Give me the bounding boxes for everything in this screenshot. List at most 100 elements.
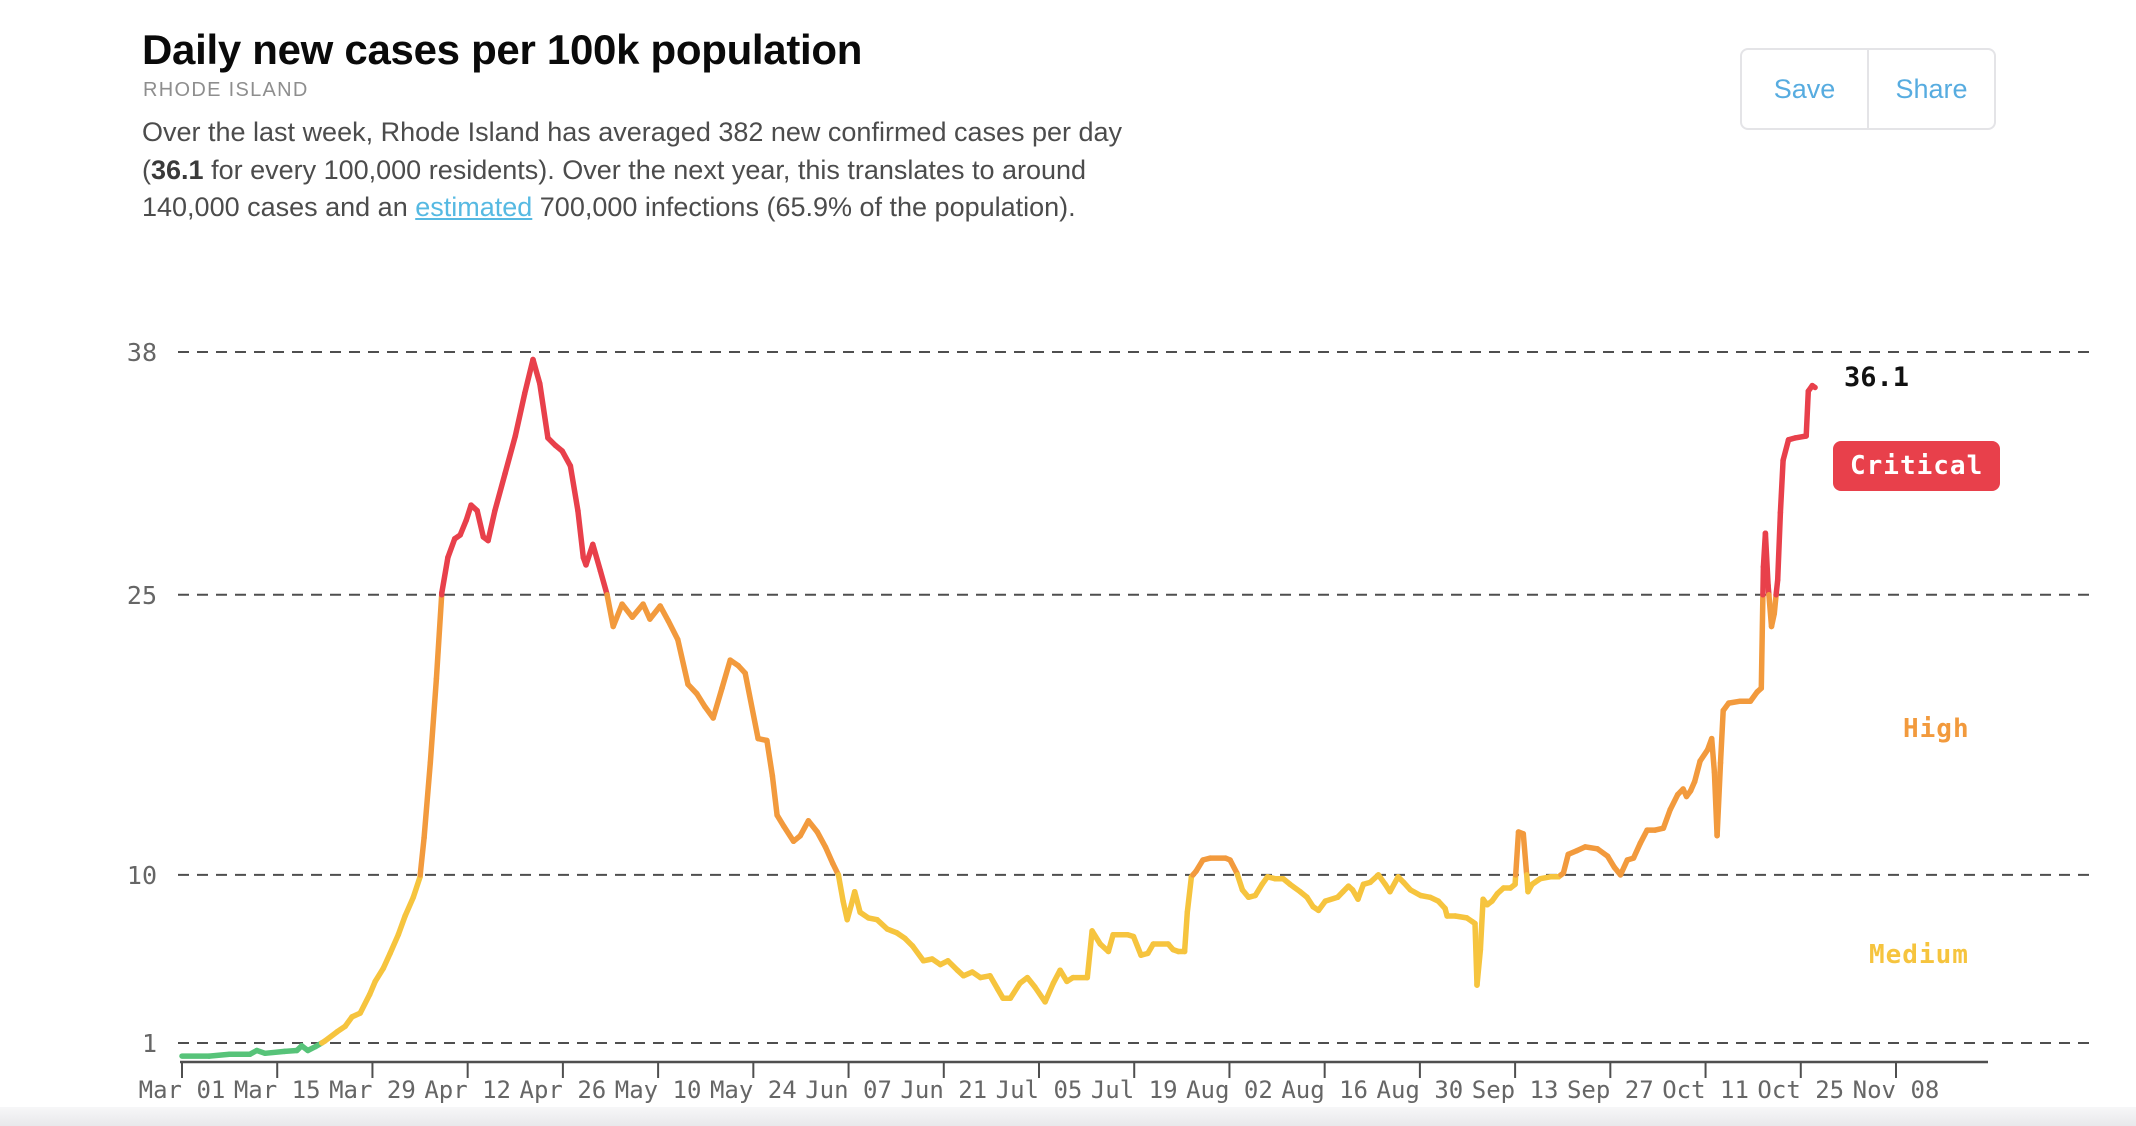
x-tick-label-Jun-21: Jun 21 <box>900 1076 987 1104</box>
series-segment-medium <box>1042 980 1057 1005</box>
bottom-strip <box>0 1107 2136 1126</box>
series-segment-medium <box>387 931 402 957</box>
series-segment-high <box>657 603 672 624</box>
series-segment-medium <box>835 872 846 904</box>
x-tick-label-Oct-11: Oct 11 <box>1662 1076 1749 1104</box>
series-segment-critical <box>1762 530 1771 589</box>
series-segment-medium <box>395 913 408 938</box>
series-segment-high <box>781 823 797 845</box>
summary-text-3: 700,000 infections (65.9% of the populat… <box>532 192 1076 222</box>
high-risk-label: High <box>1903 714 1970 744</box>
series-segment-medium <box>909 943 927 964</box>
series-segment-high <box>665 618 681 643</box>
y-tick-label-10: 10 <box>127 861 157 890</box>
x-tick-label-Aug-02: Aug 02 <box>1186 1076 1273 1104</box>
series-segment-high <box>610 601 625 630</box>
series-segment-critical <box>559 448 574 469</box>
series-segment-critical <box>1780 437 1792 464</box>
series-segment-low <box>262 1048 288 1057</box>
series-segment-high <box>1708 735 1718 775</box>
page-title: Daily new cases per 100k population <box>142 26 863 73</box>
series-segment-critical <box>575 507 587 561</box>
series-segment-low <box>206 1051 233 1059</box>
series-segment-medium <box>1181 909 1191 955</box>
x-tick-label-Nov-08: Nov 08 <box>1853 1076 1940 1104</box>
x-tick-label-Mar-15: Mar 15 <box>234 1076 321 1104</box>
x-tick-label-Apr-12: Apr 12 <box>424 1076 511 1104</box>
y-tick-label-38: 38 <box>127 338 157 367</box>
series-segment-critical <box>1777 457 1786 516</box>
series-segment-critical <box>512 390 528 439</box>
summary-value: 36.1 <box>151 154 204 185</box>
series-segment-high <box>427 676 440 766</box>
series-segment-critical <box>492 470 508 514</box>
series-segment-high <box>417 834 427 878</box>
series-segment-medium <box>357 991 373 1016</box>
estimated-link[interactable]: estimated <box>415 192 533 222</box>
x-tick-label-May-24: May 24 <box>710 1076 797 1104</box>
x-tick-label-Mar-01: Mar 01 <box>139 1076 226 1104</box>
series-segment-medium <box>402 894 417 919</box>
series-segment-critical <box>445 536 458 561</box>
series-segment-high <box>1512 829 1522 878</box>
region-subtitle: RHODE ISLAND <box>143 79 309 101</box>
series-segment-critical <box>485 507 498 544</box>
series-segment-critical <box>530 356 543 387</box>
series-segment-medium <box>1084 928 1095 981</box>
medium-risk-label: Medium <box>1869 940 1969 970</box>
series-segment-high <box>764 737 776 779</box>
series-segment-medium <box>1474 946 1484 988</box>
x-tick-label-Aug-16: Aug 16 <box>1281 1076 1368 1104</box>
x-tick-label-Jul-19: Jul 19 <box>1091 1076 1178 1104</box>
x-tick-label-May-10: May 10 <box>615 1076 702 1104</box>
series-segment-high <box>814 829 829 850</box>
series-segment-medium <box>1130 933 1144 958</box>
series-segment-critical <box>590 541 604 574</box>
series-segment-critical <box>1774 509 1784 583</box>
series-segment-high <box>1560 851 1571 876</box>
x-tick-label-Aug-30: Aug 30 <box>1377 1076 1464 1104</box>
series-segment-critical <box>1760 564 1767 598</box>
series-segment-high <box>1691 758 1703 785</box>
series-segment-high <box>719 657 733 691</box>
series-segment-medium <box>1105 931 1116 955</box>
series-segment-high <box>421 760 434 841</box>
series-segment-critical <box>502 433 519 477</box>
series-segment-medium <box>1184 874 1195 916</box>
series-segment-critical <box>1809 382 1818 391</box>
series-segment-critical <box>567 463 581 514</box>
series-segment-high <box>769 773 780 818</box>
series-segment-high <box>1520 831 1530 878</box>
save-share-group: Save Share <box>1740 48 1996 130</box>
save-button[interactable]: Save <box>1773 73 1836 104</box>
x-tick-label-Jun-07: Jun 07 <box>805 1076 892 1104</box>
series-segment-medium <box>1007 980 1023 1001</box>
x-tick-label-Sep-27: Sep 27 <box>1567 1076 1654 1104</box>
x-tick-label-Mar-29: Mar 29 <box>329 1076 416 1104</box>
series-segment-high <box>1714 760 1724 839</box>
series-segment-high <box>822 844 836 867</box>
series-segment-critical <box>537 380 551 441</box>
series-segment-high <box>1667 791 1681 813</box>
series-segment-high <box>710 685 725 721</box>
current-value-label: 36.1 <box>1836 358 1918 397</box>
series-segment-high <box>433 592 445 682</box>
series-segment-medium <box>851 888 863 916</box>
series-segment-high <box>1717 707 1726 766</box>
share-button[interactable]: Share <box>1867 50 1994 128</box>
series-segment-medium <box>410 874 423 901</box>
series-segment-high <box>1660 806 1673 831</box>
x-tick-label-Apr-26: Apr 26 <box>520 1076 607 1104</box>
series-segment-high <box>1771 592 1779 617</box>
y-tick-label-1: 1 <box>142 1029 157 1058</box>
summary-text-2: for every 100,000 residents). Over the n… <box>142 154 1087 223</box>
summary-text-1: Over the last week, Rhode Island has ave… <box>142 117 1123 185</box>
series-segment-critical <box>522 356 536 396</box>
y-tick-label-25: 25 <box>127 581 157 610</box>
series-segment-critical <box>1803 388 1812 439</box>
x-tick-label-Oct-25: Oct 25 <box>1757 1076 1844 1104</box>
series-segment-medium <box>1477 896 1486 953</box>
series-segment-high <box>675 636 691 688</box>
